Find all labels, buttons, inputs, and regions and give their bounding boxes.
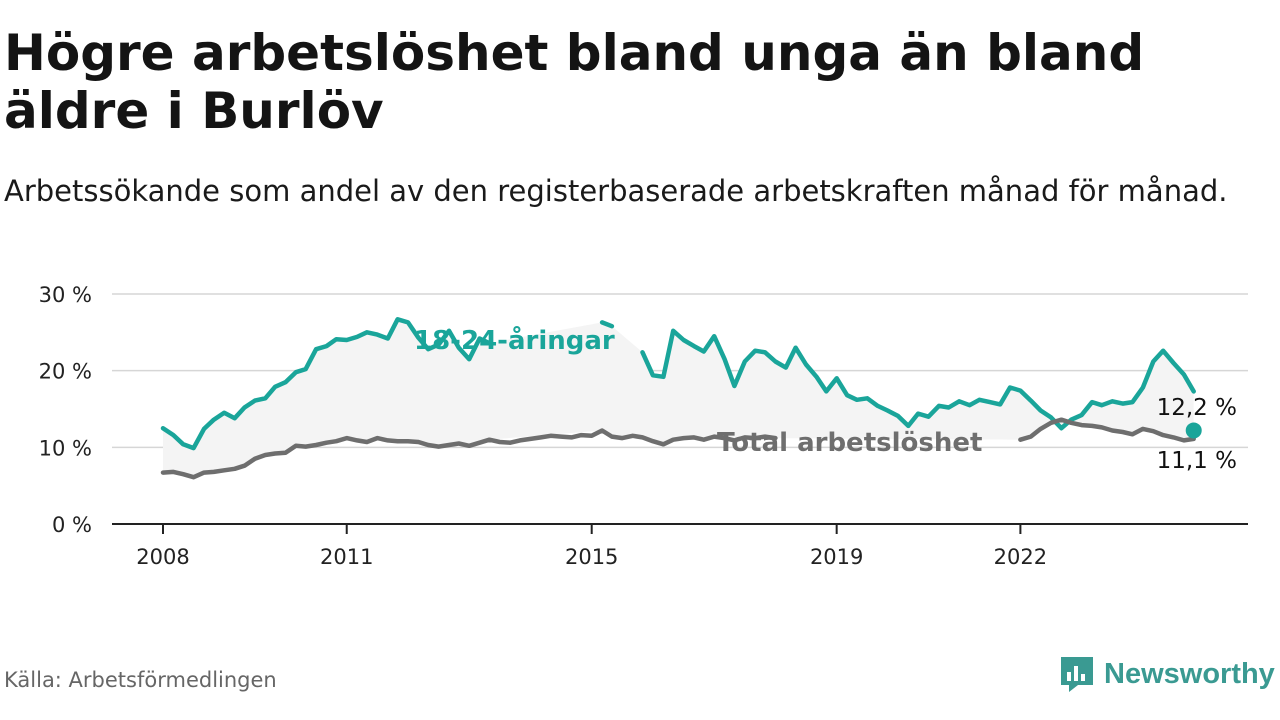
series-labels: 18-24-åringar Total arbetslöshet 12,2 % 11,…: [414, 324, 1237, 474]
total-series-line: [160, 417, 1196, 480]
youth-end-marker: [1185, 422, 1202, 439]
chart-subtitle: Arbetssökande som andel av den registerb…: [4, 174, 1228, 208]
x-tick-label: 2022: [994, 545, 1047, 569]
x-tick-label: 2019: [810, 545, 863, 569]
total-series-label: Total arbetslöshet: [717, 428, 982, 458]
total-end-label: 11,1 %: [1157, 448, 1237, 474]
y-tick-label: 20 %: [39, 360, 92, 384]
gap-band: [163, 319, 1194, 478]
series-lines: [160, 317, 1202, 480]
x-axis-ticks: 2008 2011 2015 2019 2022: [136, 524, 1047, 569]
chart-title: Högre arbetslöshet bland unga än bland ä…: [4, 24, 1145, 140]
line-chart: 0 % 10 % 20 % 30 % 2008 2011 2015 2019 2022 18-…: [39, 283, 1248, 569]
youth-end-label: 12,2 %: [1157, 395, 1237, 421]
youth-series-line: [160, 317, 1196, 451]
newsworthy-logo[interactable]: Newsworthy: [1058, 654, 1275, 694]
newsworthy-logo-icon: [1061, 657, 1093, 692]
x-tick-label: 2008: [136, 545, 189, 569]
y-axis-ticks: 0 % 10 % 20 % 30 %: [39, 283, 92, 537]
x-tick-label: 2011: [320, 545, 373, 569]
youth-series-label: 18-24-åringar: [414, 324, 615, 356]
y-tick-label: 30 %: [39, 283, 92, 307]
source-note: Källa: Arbetsförmedlingen: [4, 668, 277, 692]
y-tick-label: 10 %: [39, 436, 92, 460]
y-tick-label: 0 %: [52, 513, 92, 537]
newsworthy-logo-text: Newsworthy: [1104, 657, 1275, 690]
x-tick-label: 2015: [565, 545, 618, 569]
